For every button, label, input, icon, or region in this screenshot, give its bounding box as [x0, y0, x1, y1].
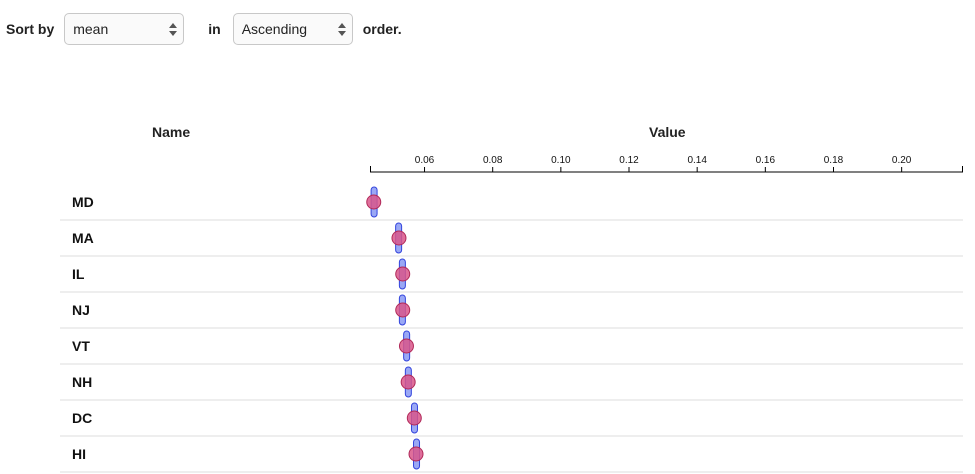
select-arrows-icon [337, 22, 346, 38]
mean-point [366, 194, 382, 210]
mean-point [395, 302, 411, 318]
mean-point [391, 230, 407, 246]
row-label: NH [72, 374, 92, 390]
row-label: NJ [72, 302, 90, 318]
mean-point [408, 446, 424, 462]
x-tick-label: 0.12 [619, 155, 639, 166]
sort-by-label: Sort by [6, 21, 55, 37]
x-tick-label: 0.20 [892, 155, 912, 166]
row-label: DC [72, 410, 92, 426]
x-tick-label: 0.18 [824, 155, 844, 166]
sort-order-select[interactable]: Ascending [232, 13, 353, 45]
x-tick-label: 0.10 [551, 155, 571, 166]
mean-point [400, 374, 416, 390]
in-label: in [208, 21, 221, 37]
sort-controls: Sort by mean in Ascending order. [0, 12, 412, 46]
sort-field-value: mean [73, 21, 109, 37]
x-tick-label: 0.06 [415, 155, 435, 166]
row-label: VT [72, 338, 90, 354]
x-tick-label: 0.08 [483, 155, 503, 166]
order-label: order. [362, 21, 402, 37]
mean-point [395, 266, 411, 282]
mean-point [398, 338, 414, 354]
row-label: HI [72, 446, 86, 462]
row-label: IL [72, 266, 85, 282]
sort-order-value: Ascending [241, 21, 308, 37]
x-tick-label: 0.14 [687, 155, 707, 166]
x-tick-label: 0.16 [756, 155, 776, 166]
row-label: MD [72, 194, 94, 210]
select-arrows-icon [169, 22, 178, 38]
value-column-header: Value [649, 124, 686, 140]
name-column-header: Name [152, 124, 191, 140]
row-label: MA [72, 230, 94, 246]
sort-field-select[interactable]: mean [64, 13, 185, 45]
mean-point [406, 410, 422, 426]
